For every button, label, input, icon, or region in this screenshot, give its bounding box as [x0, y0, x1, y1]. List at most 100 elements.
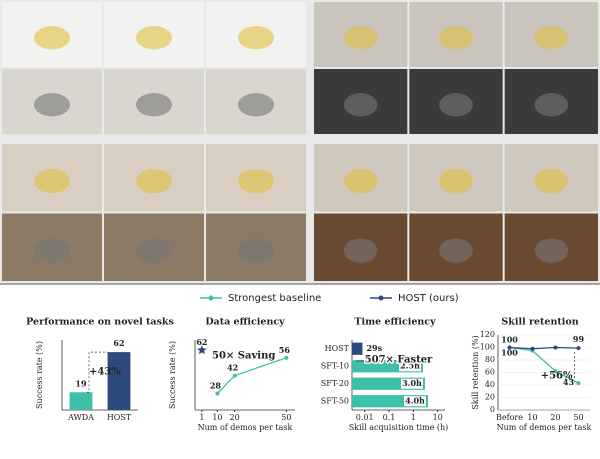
photo-object	[136, 168, 172, 194]
y-tick-label: 0	[490, 405, 495, 414]
x-tick-label: 20	[230, 413, 240, 422]
label-box	[400, 378, 423, 389]
x-axis-label: Skill acquisition time (h)	[349, 423, 449, 432]
y-tick-label: SFT-50	[321, 396, 349, 405]
data-label: 19	[75, 378, 87, 388]
photo-object	[136, 93, 172, 117]
photo-object	[439, 168, 473, 194]
y-tick-label: 120	[480, 330, 495, 339]
x-tick-label: 0.1	[383, 413, 396, 422]
photo-object	[34, 168, 70, 194]
y-tick-label: 60	[485, 368, 495, 377]
x-tick-label: 50	[573, 413, 583, 422]
point	[553, 369, 558, 374]
chart-title: Time efficiency	[354, 317, 436, 328]
photo-object	[343, 26, 378, 50]
x-axis-label: Num of demos per task	[198, 423, 293, 432]
photo-object	[34, 238, 70, 263]
photo-object	[439, 93, 473, 117]
photo-object	[238, 93, 274, 117]
x-tick-label: 1	[199, 413, 204, 422]
point	[530, 346, 535, 351]
y-axis-label: Skill retention (%)	[471, 335, 480, 409]
data-label: 4.0h	[405, 395, 425, 405]
photo-object	[238, 238, 274, 263]
legend-label: HOST (ours)	[398, 293, 459, 304]
photo-object	[34, 26, 70, 50]
photo-object	[439, 26, 473, 50]
chart-title: Skill retention	[501, 317, 578, 328]
photo-object	[136, 26, 172, 50]
x-axis-label: Num of demos per task	[497, 423, 592, 432]
bar	[352, 342, 363, 355]
label-box	[399, 361, 422, 372]
data-label: 99	[573, 334, 585, 344]
photo-object	[34, 93, 70, 117]
photo-object	[534, 93, 569, 117]
annotation: 507× Faster	[365, 355, 433, 366]
data-label: 43	[563, 377, 575, 387]
x-tick-label: 10	[433, 413, 443, 422]
photo-object	[439, 238, 473, 263]
y-tick-label: 40	[485, 380, 495, 389]
data-label: 62	[196, 337, 207, 347]
data-label: 28	[210, 380, 222, 390]
series-line	[509, 346, 579, 350]
x-tick-label: AWDA	[67, 413, 94, 422]
x-tick-label: 50	[281, 413, 291, 422]
x-tick-label: 10	[212, 413, 222, 422]
data-label: 100	[501, 348, 518, 358]
legend-marker	[378, 295, 384, 301]
photo-object	[136, 238, 172, 263]
point	[284, 355, 289, 360]
data-label: 100	[501, 335, 518, 345]
point	[553, 345, 558, 350]
point	[507, 345, 512, 350]
y-tick-label: 20	[485, 393, 495, 402]
data-label: 2.5h	[400, 360, 420, 370]
chart-title: Performance on novel tasks	[26, 317, 174, 328]
y-tick-label: SFT-10	[321, 361, 349, 370]
star-marker	[197, 345, 207, 355]
series-line	[509, 346, 579, 384]
photo-object	[238, 168, 274, 194]
photo-object	[343, 93, 378, 117]
x-tick-label: 0.01	[356, 413, 374, 422]
annotation: +56%	[541, 371, 573, 382]
legend-label: Strongest baseline	[228, 293, 321, 304]
annotation: +43%	[89, 367, 121, 378]
x-tick-label: 1	[411, 413, 416, 422]
chart-title: Data efficiency	[205, 317, 285, 328]
photo-grid	[2, 2, 598, 281]
y-axis-label: Success rate (%)	[35, 341, 44, 409]
photo-object	[238, 26, 274, 50]
photo-object	[534, 238, 569, 263]
point	[576, 346, 581, 351]
label-box	[404, 396, 427, 407]
data-label: 3.0h	[402, 378, 422, 388]
point	[232, 373, 237, 378]
data-label: 42	[227, 363, 238, 373]
y-tick-label: 80	[485, 355, 495, 364]
data-label: 29s	[366, 343, 382, 353]
annotation-arrow	[87, 351, 108, 393]
x-tick-label: 20	[550, 413, 560, 422]
legend-marker	[208, 295, 214, 301]
y-tick-label: 100	[480, 343, 495, 352]
photo-object	[534, 168, 569, 194]
x-tick-label: Before	[496, 413, 523, 422]
bar	[107, 352, 131, 410]
photo-object	[343, 238, 378, 263]
y-tick-label: HOST	[325, 344, 350, 353]
x-tick-label: 10	[527, 413, 537, 422]
data-label: 62	[113, 338, 124, 348]
point	[215, 391, 220, 396]
annotation: 50× Saving	[212, 351, 275, 362]
y-axis-label: Success rate (%)	[168, 341, 177, 409]
point	[576, 381, 581, 386]
photo-object	[343, 168, 378, 194]
data-label: 56	[279, 345, 291, 355]
x-tick-label: HOST	[107, 413, 132, 422]
